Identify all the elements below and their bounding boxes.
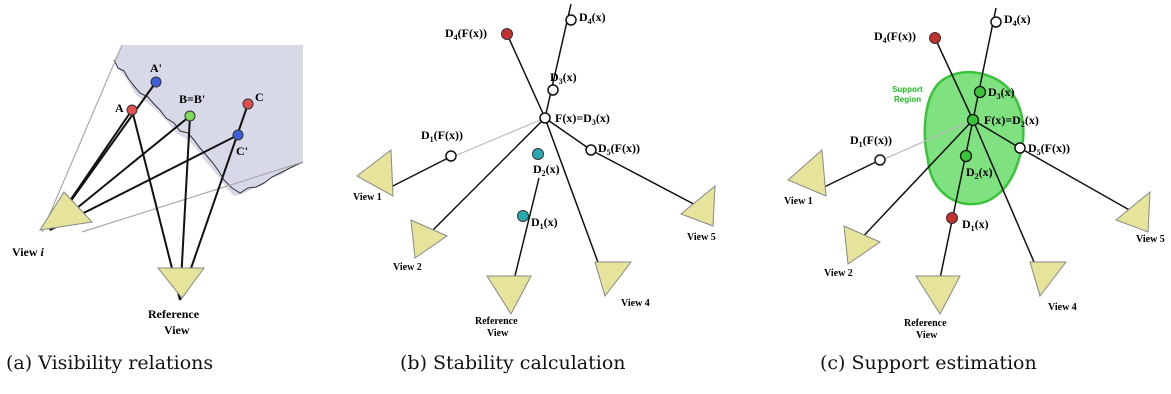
camera-view1 <box>787 148 827 197</box>
label-b-eq: B=B' <box>179 92 205 106</box>
camera-reference-view <box>486 275 532 315</box>
point-d4-f <box>929 32 941 44</box>
label-d1-f: D1(F(x)) <box>850 133 892 149</box>
point-d4-f <box>501 28 513 40</box>
label-view2: View 2 <box>393 262 422 273</box>
ray-d4-x <box>972 7 997 121</box>
point-f-x <box>966 113 980 127</box>
point-d3-x <box>547 84 559 96</box>
point-a-prime <box>150 76 162 88</box>
label-support-region: Region <box>894 95 921 104</box>
caption-c: (c) Support estimation <box>820 352 1037 374</box>
point-d5-f <box>1014 142 1026 154</box>
ray-view2 <box>424 117 546 239</box>
ray-view4 <box>972 119 1041 277</box>
ray-ref <box>511 177 540 289</box>
point-f-x <box>539 112 551 124</box>
label-view4: View 4 <box>1048 302 1077 313</box>
label-d1-f: D1(F(x)) <box>421 128 463 144</box>
label-view4: View 4 <box>621 298 650 309</box>
panel-stability-calculation: D4(F(x)) D4(x) D3(x) F(x)=D3(x) D1(F(x))… <box>353 3 716 339</box>
camera-view-i <box>38 191 94 231</box>
ray-view5 <box>590 149 706 211</box>
label-d5-f: D5(F(x)) <box>1028 141 1070 157</box>
point-d4-x <box>565 14 577 26</box>
label-view5: View 5 <box>687 232 716 243</box>
label-dr-x: D1(x) <box>962 217 989 233</box>
label-reference-view: View <box>164 323 190 337</box>
label-d3-x: D3(x) <box>988 85 1015 101</box>
label-d2-x: D2(x) <box>966 165 993 181</box>
camera-reference-view <box>156 267 205 299</box>
point-d1-f <box>874 154 886 166</box>
point-d2-x <box>532 148 544 160</box>
label-a-prime: A' <box>150 61 162 75</box>
label-view1: View 1 <box>353 192 382 203</box>
point-d1-f <box>445 150 457 162</box>
label-reference: Reference <box>148 307 200 321</box>
label-reference-view: View <box>916 330 938 341</box>
caption-b: (b) Stability calculation <box>400 352 626 374</box>
frustum-edge-bottom <box>81 161 304 233</box>
label-reference: Reference <box>904 318 947 329</box>
camera-view1 <box>356 149 394 197</box>
ray-view4 <box>544 117 604 277</box>
label-d4-f: D4(F(x)) <box>874 29 916 45</box>
label-reference-view: View <box>487 328 509 339</box>
label-f-eq: F(x)=D2(x) <box>984 113 1039 129</box>
surface-region <box>114 45 303 196</box>
ray-view5-b <box>544 117 592 151</box>
camera-reference-view <box>915 275 961 315</box>
ray-ref <box>937 119 974 289</box>
ray-d4-f <box>506 33 546 119</box>
label-view-i: View i <box>12 245 45 259</box>
label-dr-x: D1(x) <box>531 215 558 231</box>
ray-grey <box>444 117 546 161</box>
label-c: C <box>255 90 264 104</box>
point-d2-x <box>959 149 973 163</box>
ray-view2 <box>855 119 974 245</box>
frustum-edge-top <box>41 44 123 233</box>
point-c-prime <box>232 129 244 141</box>
point-d5-f <box>585 144 597 156</box>
point-a <box>126 104 138 116</box>
camera-view4 <box>1029 261 1068 298</box>
surface-boundary <box>113 59 304 194</box>
label-reference: Reference <box>475 316 518 327</box>
point-dr-x <box>517 210 529 222</box>
point-dr-x <box>946 212 958 224</box>
camera-view2 <box>410 219 449 259</box>
label-view1: View 1 <box>784 196 813 207</box>
caption-a: (a) Visibility relations <box>6 352 214 374</box>
camera-view2 <box>843 225 882 265</box>
label-d5-f: D5(F(x)) <box>598 141 640 157</box>
label-a: A <box>115 101 124 115</box>
ray-grey <box>881 119 974 161</box>
ray-view5-b <box>972 119 1021 149</box>
camera-view5 <box>680 184 716 227</box>
camera-view5 <box>1115 190 1151 233</box>
point-c <box>242 98 254 110</box>
label-d2-x: D2(x) <box>533 162 560 178</box>
label-d4-f: D4(F(x)) <box>445 26 487 42</box>
point-d3-x <box>973 85 987 99</box>
label-view2: View 2 <box>824 268 853 279</box>
ray-view1 <box>817 159 881 191</box>
ray-view1 <box>384 156 451 191</box>
label-c-prime: C' <box>236 144 248 158</box>
label-d4-x: D4(x) <box>1004 12 1031 28</box>
point-b <box>184 110 196 122</box>
support-region <box>923 71 1025 206</box>
panel-support-estimation: D4(F(x)) D4(x) Support Region D3(x) F(x)… <box>784 7 1165 341</box>
camera-view4 <box>594 261 633 298</box>
point-d4-x <box>990 16 1002 28</box>
label-support: Support <box>892 85 923 94</box>
ray-view5 <box>1019 147 1141 217</box>
label-f-eq: F(x)=D3(x) <box>555 111 610 127</box>
ray-d4-f <box>934 37 974 121</box>
label-d3-x: D3(x) <box>550 70 577 86</box>
panel-visibility-relations: A' A B=B' C C' View i Reference View <box>12 44 304 337</box>
label-d4-x: D4(x) <box>579 10 606 26</box>
label-view5: View 5 <box>1136 234 1165 245</box>
